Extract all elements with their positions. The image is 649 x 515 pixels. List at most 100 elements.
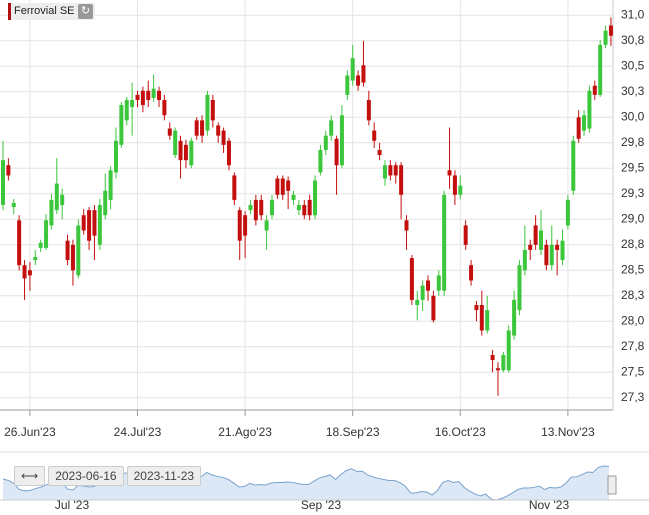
candle-body [162,99,167,116]
candle-body [49,199,54,226]
candle-body [183,144,188,161]
candle-body [404,220,409,231]
candle-body [17,220,22,266]
candle-body [372,130,377,141]
candle-body [194,120,199,136]
candle-body [592,85,597,95]
candle-body [356,75,361,86]
candle-body [97,205,102,245]
candle-body [587,90,592,129]
candle-body [431,295,436,321]
candle-body [22,265,27,279]
candle-body [108,170,113,200]
candle-body [253,199,258,221]
candle-body [382,165,387,179]
candle-body [6,165,11,176]
y-tick-label: 29,8 [621,135,645,149]
candle-body [226,140,231,166]
symbol-title: Ferrovial SE [14,5,75,17]
x-tick-label: 13.Nov'23 [541,425,595,439]
candle-body [87,210,92,241]
candle-body [103,190,108,216]
candle-body [415,299,420,305]
candle-body [275,178,280,195]
candle-body [582,115,587,131]
candle-body [221,130,226,145]
candle-body [598,44,603,95]
y-tick-label: 29,3 [621,186,645,200]
candle-body [205,94,210,131]
candle-body [329,120,334,136]
candle-body [237,210,242,241]
candle-body [135,94,140,100]
candle-body [113,140,118,173]
symbol-tag[interactable]: Ferrovial SE ↻ [8,3,95,20]
candle-body [323,135,328,150]
candle-body [377,149,382,156]
candle-body [119,105,124,145]
candle-body [140,90,145,106]
candle-body [517,265,522,311]
candle-body [544,244,549,266]
x-tick-label: 24.Jul'23 [114,425,162,439]
candle-body [350,58,355,81]
candle-body [11,202,16,208]
candle-body [157,90,162,100]
candle-body [442,194,447,291]
candle-body [27,270,32,276]
y-tick-label: 30,5 [621,58,645,72]
navigator-label: Sep '23 [301,498,342,512]
candle-body [522,249,527,271]
candle-body [512,299,517,336]
candle-body [270,199,274,216]
x-tick-label: 21.Ago'23 [218,425,272,439]
y-tick-label: 28,3 [621,288,645,302]
candle-body [452,175,457,195]
x-tick-label: 16.Oct'23 [435,425,486,439]
candle-body [44,220,49,248]
candle-body [603,30,608,45]
candle-body [608,25,613,36]
candle-body [302,205,307,216]
candle-body [38,242,43,248]
candle-body [151,88,156,98]
candle-body [92,210,97,236]
candle-body [173,130,178,156]
candle-body [264,220,269,231]
candle-body [458,185,463,195]
range-from[interactable]: 2023-06-16 [48,466,124,486]
candle-body [81,215,86,231]
candle-body [76,225,81,276]
candle-body [388,165,393,176]
candle-body [463,225,468,245]
refresh-icon[interactable]: ↻ [78,4,93,19]
range-toggle[interactable]: ⟷ [14,466,46,486]
y-tick-label: 30,8 [621,33,645,47]
candle-body [307,199,312,216]
candle-body [426,280,431,291]
candle-body [490,354,495,361]
candle-body [286,180,291,191]
navigator-handle [607,475,617,495]
candle-body [243,215,248,236]
range-to[interactable]: 2023-11-23 [126,466,202,486]
y-tick-label: 28,8 [621,237,645,251]
y-tick-label: 29,0 [621,211,645,225]
candle-body [399,165,404,195]
candle-body [393,165,398,176]
candle-body [291,194,296,200]
candle-body [124,99,129,121]
candle-body [560,240,565,261]
candle-body [361,65,366,83]
candle-body [345,75,350,95]
candle-body [409,258,414,300]
navigator-label: Jul '23 [55,498,90,512]
range-inputs: ⟷ 2023-06-16 2023-11-23 [14,466,202,486]
candle-body [1,160,5,206]
candle-body [479,304,484,331]
candle-body [528,244,533,250]
candle-body [296,205,301,211]
candle-body [280,178,285,195]
candle-body [533,225,538,245]
